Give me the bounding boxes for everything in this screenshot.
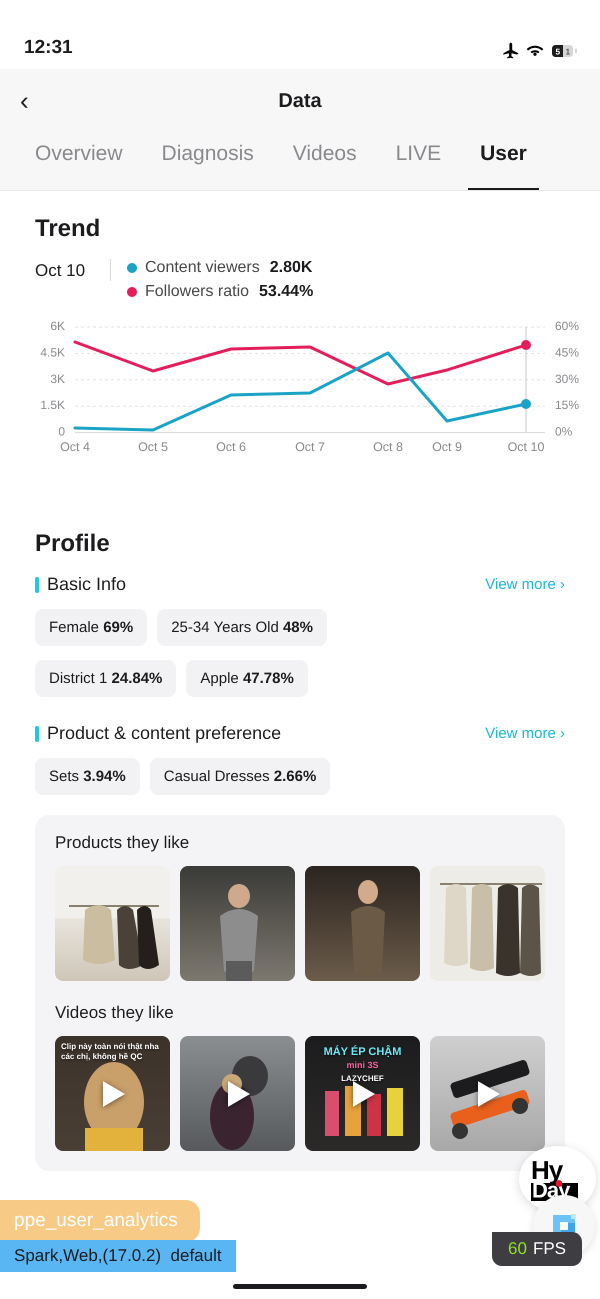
svg-text:3K: 3K bbox=[50, 372, 65, 386]
svg-text:Oct 10: Oct 10 bbox=[508, 440, 545, 454]
svg-text:Oct 4: Oct 4 bbox=[60, 440, 90, 454]
svg-text:6K: 6K bbox=[50, 319, 65, 333]
svg-text:0: 0 bbox=[58, 425, 65, 439]
svg-text:5: 5 bbox=[555, 46, 560, 56]
svg-text:1: 1 bbox=[565, 46, 570, 56]
svg-text:45%: 45% bbox=[555, 345, 579, 359]
svg-text:1.5K: 1.5K bbox=[40, 398, 65, 412]
svg-text:Oct 9: Oct 9 bbox=[432, 440, 462, 454]
svg-text:Oct 8: Oct 8 bbox=[373, 440, 403, 454]
svg-text:15%: 15% bbox=[555, 398, 579, 412]
svg-text:4.5K: 4.5K bbox=[40, 345, 65, 359]
svg-text:Oct 6: Oct 6 bbox=[216, 440, 246, 454]
svg-text:30%: 30% bbox=[555, 372, 579, 386]
svg-text:60%: 60% bbox=[555, 319, 579, 333]
svg-text:Oct 5: Oct 5 bbox=[138, 440, 168, 454]
svg-text:Oct 7: Oct 7 bbox=[295, 440, 325, 454]
svg-text:0%: 0% bbox=[555, 425, 573, 439]
